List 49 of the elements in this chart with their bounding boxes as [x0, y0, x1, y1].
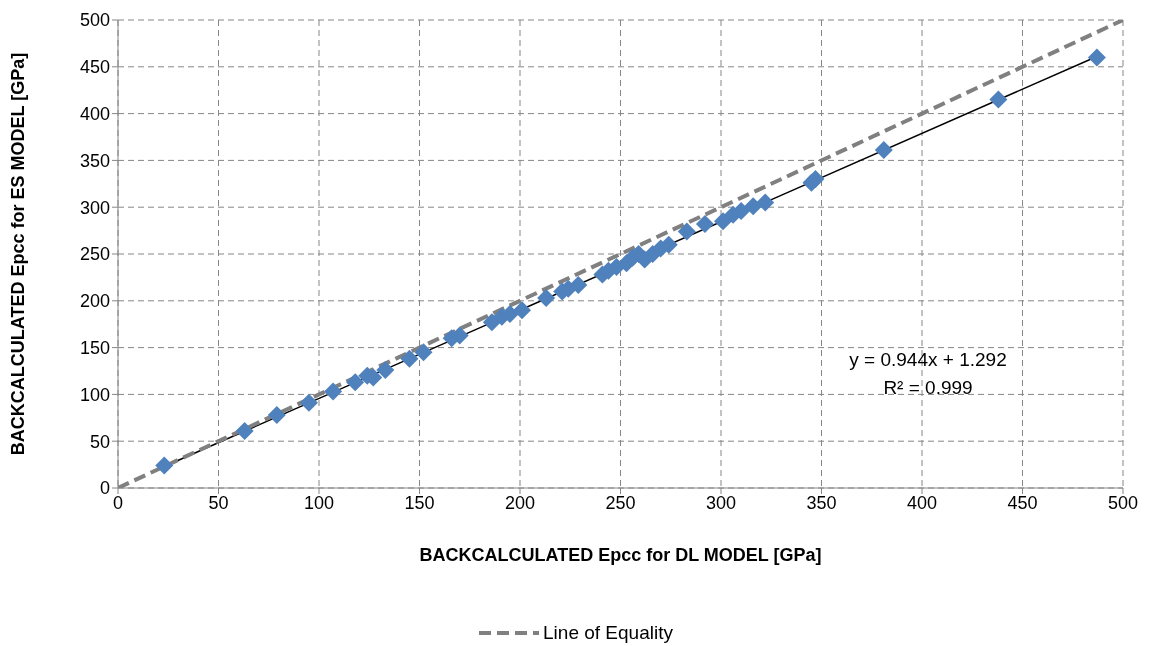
point	[1087, 48, 1106, 67]
point	[414, 343, 433, 362]
point	[744, 197, 763, 216]
point	[155, 456, 174, 475]
x-tick-label: 300	[705, 492, 737, 513]
point	[400, 349, 419, 368]
x-tick-label: 0	[112, 492, 124, 513]
y-tick-label: 300	[79, 197, 110, 218]
x-axis-title: BACKCALCULATED Epcc for DL MODEL [GPa]	[419, 544, 822, 565]
point	[482, 313, 501, 332]
x-tick-label: 500	[1107, 492, 1139, 513]
x-tick-label: 150	[404, 492, 435, 513]
x-tick-label: 50	[208, 492, 229, 513]
point	[874, 141, 893, 160]
point	[569, 275, 588, 294]
point	[714, 212, 733, 231]
y-axis-title: BACKCALCULATED Epcc for ES MODEL [GPa]	[8, 52, 29, 456]
y-tick-label: 0	[99, 478, 110, 499]
y-tick-label: 250	[79, 244, 110, 265]
y-tick-label: 500	[79, 10, 110, 31]
x-tick-label: 100	[303, 492, 335, 513]
point	[537, 288, 556, 307]
x-tick-label: 450	[1007, 492, 1038, 513]
y-tick-label: 200	[79, 291, 110, 312]
y-tick-label: 150	[79, 337, 110, 358]
point	[677, 222, 696, 241]
point	[756, 193, 775, 212]
x-tick-label: 200	[504, 492, 536, 513]
y-tick-label: 350	[79, 150, 110, 171]
x-tick-label: 250	[605, 492, 636, 513]
point	[299, 393, 318, 412]
annotation: R² = 0.999	[882, 376, 974, 400]
point	[267, 405, 286, 424]
y-tick-label: 50	[89, 431, 110, 452]
x-tick-label: 400	[906, 492, 938, 513]
y-tick-label: 100	[79, 384, 110, 405]
point	[376, 361, 395, 380]
point	[324, 382, 343, 401]
point	[695, 215, 714, 234]
point	[235, 421, 254, 440]
point	[513, 301, 532, 320]
y-tick-label: 400	[79, 103, 110, 124]
point	[346, 373, 365, 392]
legend-label: Line of Equality	[543, 622, 673, 644]
point	[806, 170, 825, 189]
x-tick-label: 350	[806, 492, 837, 513]
y-tick-label: 450	[79, 57, 110, 78]
point	[989, 90, 1008, 109]
annotation: y = 0.944x + 1.292	[848, 348, 1008, 372]
